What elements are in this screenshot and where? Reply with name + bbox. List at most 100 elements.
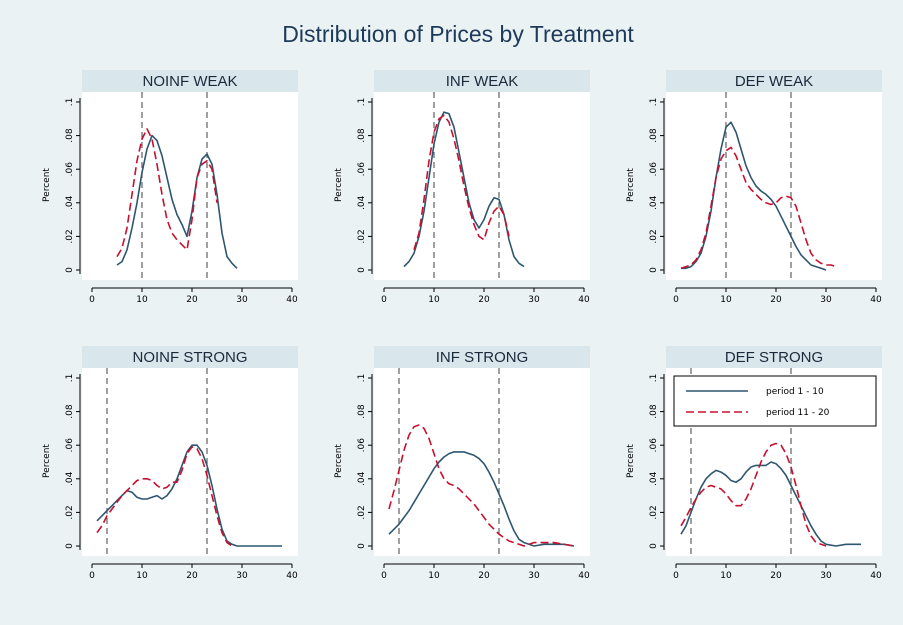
y-tick-label: 0 [649, 267, 659, 273]
y-tick-label: .08 [649, 128, 659, 143]
x-tick-label: 20 [478, 571, 490, 581]
y-tick-label: .04 [65, 195, 75, 210]
panel-title: INF STRONG [436, 349, 529, 366]
panel-strip [374, 70, 590, 92]
y-tick-label: .1 [649, 374, 659, 383]
x-tick-label: 30 [236, 295, 248, 305]
x-tick-label: 10 [428, 295, 440, 305]
y-axis-label: Percent [42, 444, 52, 478]
y-tick-label: .06 [649, 162, 659, 177]
y-tick-label: .06 [357, 438, 367, 453]
y-tick-label: .04 [65, 471, 75, 486]
panel-strip [666, 346, 882, 368]
y-tick-label: .1 [65, 374, 75, 383]
x-tick-label: 30 [236, 571, 248, 581]
x-tick-label: 40 [286, 571, 298, 581]
y-axis-label: Percent [42, 168, 52, 202]
y-tick-label: .08 [649, 404, 659, 419]
y-axis-label: Percent [626, 444, 636, 478]
y-tick-label: .02 [65, 505, 75, 519]
y-axis-label: Percent [626, 168, 636, 202]
panel-title: DEF WEAK [735, 73, 813, 90]
series-line-period-11-20 [388, 424, 575, 547]
x-tick-label: 20 [770, 295, 782, 305]
series-line-period-1-10 [680, 461, 861, 547]
x-tick-label: 10 [720, 571, 732, 581]
legend-entry: period 1 - 10 [766, 387, 824, 397]
series-line-period-1-10 [388, 451, 575, 547]
y-tick-label: .06 [649, 438, 659, 453]
panel-5: INF STRONG 0 .02 .04 .06 .08 .1 Percent 0 10 20 30 4… [334, 346, 590, 581]
x-tick-label: 40 [578, 295, 590, 305]
series-line-period-1-10 [116, 134, 238, 269]
x-tick-label: 10 [428, 571, 440, 581]
series-line-period-11-20 [680, 442, 827, 547]
x-tick-label: 20 [186, 571, 198, 581]
panel-title: INF WEAK [446, 73, 519, 90]
x-tick-label: 20 [770, 571, 782, 581]
x-tick-label: 30 [528, 295, 540, 305]
panel-4: NOINF STRONG 0 .02 .04 .06 .08 .1 Percent 0 10 20 3… [42, 346, 298, 581]
y-tick-label: .1 [649, 98, 659, 107]
panels-grid: NOINF WEAK 0 .02 .04 .06 .08 .1 Percent 0 10 20 30 4… [42, 70, 882, 581]
x-tick-label: 30 [820, 571, 832, 581]
plot-area [82, 92, 298, 280]
y-axis-label: Percent [334, 168, 344, 202]
x-tick-label: 30 [528, 571, 540, 581]
x-tick-label: 40 [870, 571, 882, 581]
x-tick-label: 40 [870, 295, 882, 305]
y-tick-label: .1 [357, 98, 367, 107]
y-tick-label: 0 [357, 543, 367, 549]
y-tick-label: .04 [649, 471, 659, 486]
y-tick-label: 0 [357, 267, 367, 273]
panel-title: DEF STRONG [725, 349, 823, 366]
series-line-period-11-20 [116, 128, 218, 258]
panel-2: INF WEAK 0 .02 .04 .06 .08 .1 Percent 0 10 20 30 40 [334, 70, 590, 305]
y-tick-label: .08 [65, 128, 75, 143]
y-tick-label: .06 [357, 162, 367, 177]
series-line-period-11-20 [413, 114, 510, 251]
plot-area [82, 368, 298, 556]
y-tick-label: .04 [357, 195, 367, 210]
x-tick-label: 10 [136, 571, 148, 581]
panel-title: NOINF STRONG [133, 349, 248, 366]
y-tick-label: .04 [649, 195, 659, 210]
y-tick-label: .02 [357, 505, 367, 519]
x-tick-label: 20 [186, 295, 198, 305]
y-tick-label: .08 [65, 404, 75, 419]
x-tick-label: 30 [820, 295, 832, 305]
x-tick-label: 0 [381, 571, 387, 581]
y-tick-label: .06 [65, 438, 75, 453]
x-tick-label: 20 [478, 295, 490, 305]
panel-1: NOINF WEAK 0 .02 .04 .06 .08 .1 Percent 0 10 20 30 4… [42, 70, 298, 305]
plot-area [374, 92, 590, 280]
y-tick-label: 0 [65, 267, 75, 273]
y-tick-label: .1 [65, 98, 75, 107]
y-tick-label: .02 [357, 229, 367, 243]
y-axis-label: Percent [334, 444, 344, 478]
chart-title: Distribution of Prices by Treatment [282, 21, 634, 47]
x-tick-label: 0 [381, 295, 387, 305]
y-tick-label: .08 [357, 128, 367, 143]
x-tick-label: 0 [89, 571, 95, 581]
x-tick-label: 0 [673, 571, 679, 581]
legend: period 1 - 10 period 11 - 20 [673, 375, 877, 427]
x-tick-label: 40 [578, 571, 590, 581]
y-tick-label: .02 [65, 229, 75, 243]
x-tick-label: 40 [286, 295, 298, 305]
legend-entry: period 11 - 20 [766, 408, 830, 418]
y-tick-label: 0 [649, 543, 659, 549]
y-tick-label: 0 [65, 543, 75, 549]
y-tick-label: .04 [357, 471, 367, 486]
panel-strip [82, 70, 298, 92]
y-tick-label: .02 [649, 505, 659, 519]
y-tick-label: .06 [65, 162, 75, 177]
x-tick-label: 10 [720, 295, 732, 305]
series-line-period-11-20 [680, 146, 837, 270]
x-tick-label: 0 [89, 295, 95, 305]
x-tick-label: 10 [136, 295, 148, 305]
panel-title: NOINF WEAK [142, 73, 237, 90]
y-tick-label: .02 [649, 229, 659, 243]
y-tick-label: .1 [357, 374, 367, 383]
